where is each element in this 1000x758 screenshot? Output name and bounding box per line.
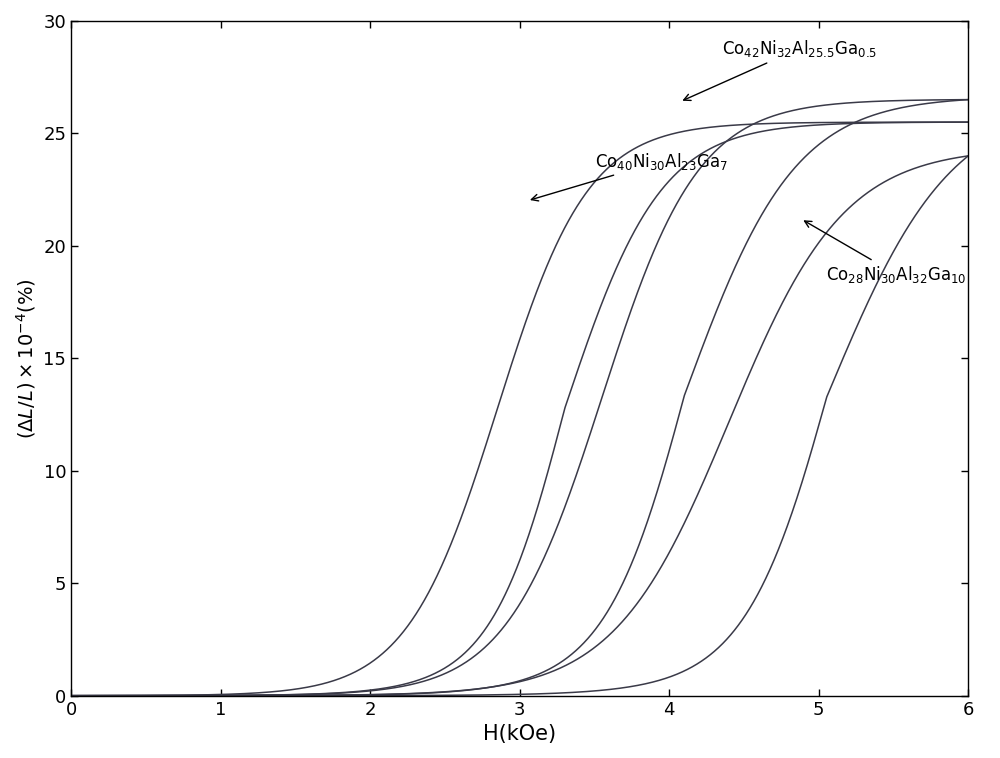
Text: Co$_{28}$Ni$_{30}$Al$_{32}$Ga$_{10}$: Co$_{28}$Ni$_{30}$Al$_{32}$Ga$_{10}$ <box>805 221 967 285</box>
Text: Co$_{40}$Ni$_{30}$Al$_{23}$Ga$_{7}$: Co$_{40}$Ni$_{30}$Al$_{23}$Ga$_{7}$ <box>531 151 728 201</box>
Y-axis label: $(\Delta L/L)\times 10^{-4}(\%)$: $(\Delta L/L)\times 10^{-4}(\%)$ <box>14 278 38 439</box>
X-axis label: H(kOe): H(kOe) <box>483 724 556 744</box>
Text: Co$_{42}$Ni$_{32}$Al$_{25.5}$Ga$_{0.5}$: Co$_{42}$Ni$_{32}$Al$_{25.5}$Ga$_{0.5}$ <box>684 38 877 100</box>
